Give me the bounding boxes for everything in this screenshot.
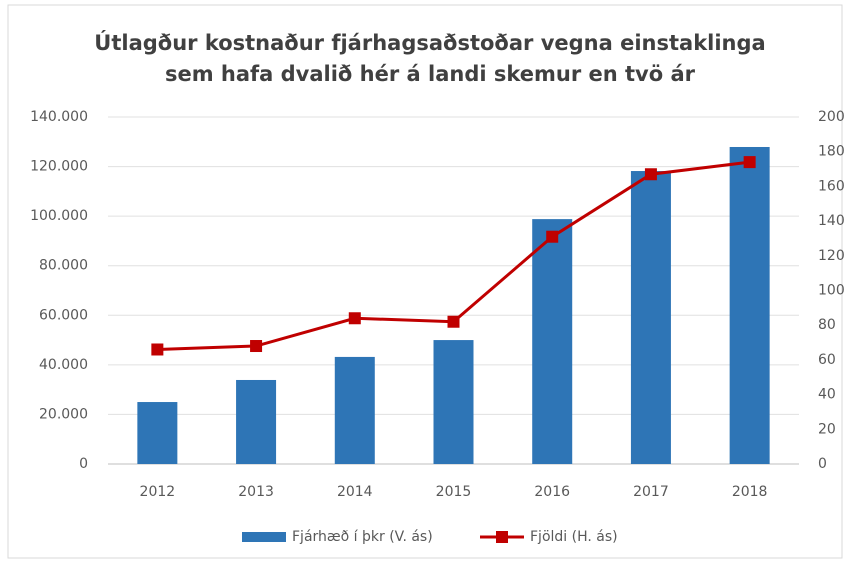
y-tick-label: 120.000: [30, 159, 88, 175]
x-tick-label: 2018: [732, 484, 768, 500]
y2-tick-label: 60: [818, 352, 836, 368]
chart-frame: [7, 4, 843, 559]
x-tick-label: 2016: [534, 484, 570, 500]
bar: [729, 146, 770, 464]
chart-title: Útlagður kostnaður fjárhagsaðstoðar vegn…: [94, 30, 765, 55]
bar: [532, 219, 573, 464]
y2-tick-label: 140: [818, 213, 845, 229]
y2-tick-label: 20: [818, 421, 836, 437]
x-tick-label: 2013: [238, 484, 274, 500]
y-tick-label: 80.000: [39, 258, 88, 274]
bar: [334, 356, 375, 464]
y-tick-label: 20.000: [39, 406, 88, 422]
y2-tick-label: 40: [818, 387, 836, 403]
y2-tick-label: 160: [818, 178, 845, 194]
legend-label: Fjárhæð í þkr (V. ás): [292, 529, 433, 545]
y-tick-label: 140.000: [30, 109, 88, 125]
bar: [137, 402, 178, 464]
y-tick-label: 0: [79, 456, 88, 472]
x-tick-label: 2017: [633, 484, 669, 500]
x-tick-label: 2014: [337, 484, 373, 500]
x-tick-label: 2012: [140, 484, 176, 500]
y2-tick-label: 120: [818, 248, 845, 264]
legend-label: Fjöldi (H. ás): [530, 529, 618, 545]
y2-tick-label: 200: [818, 109, 845, 125]
y-tick-label: 40.000: [39, 357, 88, 373]
marker: [151, 343, 164, 356]
marker: [348, 312, 361, 325]
y2-tick-label: 0: [818, 456, 827, 472]
marker: [546, 230, 559, 243]
chart-title: sem hafa dvalið hér á landi skemur en tv…: [165, 62, 696, 86]
legend-swatch: [242, 532, 286, 542]
marker: [250, 340, 263, 353]
bar: [630, 171, 671, 465]
x-tick-label: 2015: [436, 484, 472, 500]
bar: [433, 340, 474, 464]
y2-tick-label: 100: [818, 283, 845, 299]
marker: [644, 168, 657, 181]
marker: [447, 315, 460, 328]
y2-tick-label: 180: [818, 144, 845, 160]
y2-tick-label: 80: [818, 317, 836, 333]
y-tick-label: 60.000: [39, 307, 88, 323]
y-tick-label: 100.000: [30, 208, 88, 224]
bar: [236, 379, 277, 464]
marker: [743, 156, 756, 169]
legend-swatch: [496, 531, 508, 543]
